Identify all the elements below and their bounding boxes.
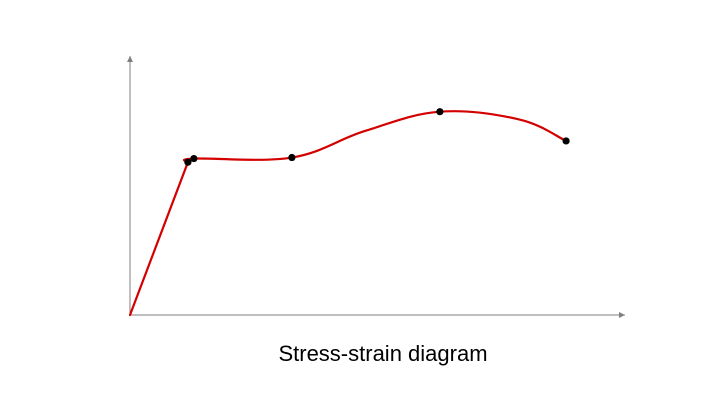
data-point-4	[436, 108, 444, 116]
data-point-1	[184, 158, 192, 166]
stress-strain-curve	[128, 110, 568, 317]
data-point-2	[190, 154, 198, 163]
data-point-3	[288, 153, 296, 162]
data-point-5	[562, 137, 570, 145]
chart-caption: Stress-strain diagram	[278, 341, 488, 366]
data-point-markers	[184, 108, 570, 166]
